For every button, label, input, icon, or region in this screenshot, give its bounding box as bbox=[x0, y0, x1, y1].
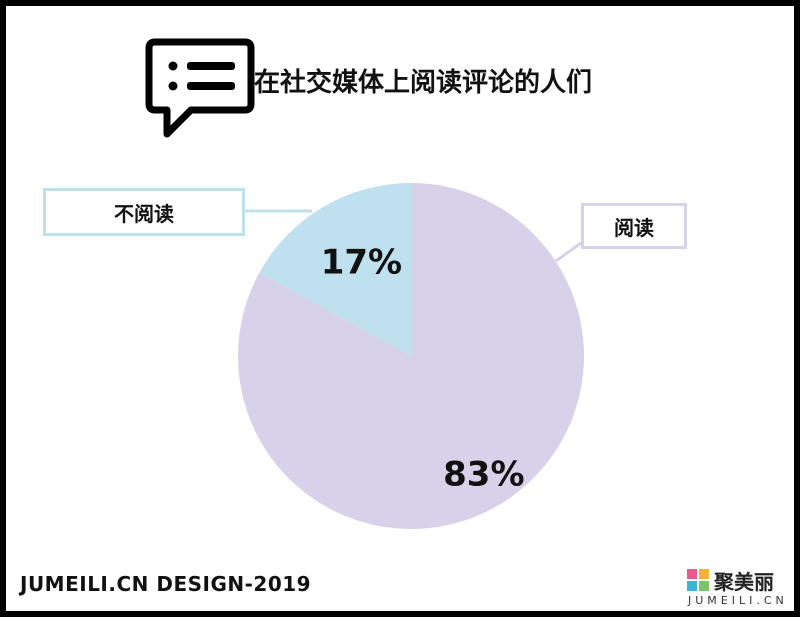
logo-subtitle: JUMEILI.CN bbox=[688, 594, 788, 607]
comment-list-icon bbox=[145, 38, 255, 138]
brand-logo: 聚美丽 JUMEILI.CN bbox=[686, 566, 796, 612]
logo-name: 聚美丽 bbox=[714, 570, 774, 594]
pie-value-label-read: 83% bbox=[443, 454, 524, 494]
pie-value-label-not-read: 17% bbox=[321, 243, 402, 283]
pie-slice-read bbox=[238, 183, 584, 530]
legend-read: 阅读 bbox=[581, 203, 687, 249]
chart-title: 在社交媒体上阅读评论的人们 bbox=[254, 68, 593, 98]
right-label-connector bbox=[555, 241, 582, 263]
pie-slice-not-read bbox=[259, 183, 411, 356]
legend-read-label: 阅读 bbox=[614, 215, 654, 240]
logo-mark-icon bbox=[687, 569, 709, 591]
legend-not-read-label: 不阅读 bbox=[114, 201, 174, 226]
footer-credit: JUMEILI.CN DESIGN-2019 bbox=[20, 572, 312, 596]
legend-not-read: 不阅读 bbox=[43, 188, 245, 236]
pie-chart: 17% 83% bbox=[238, 183, 584, 530]
chart-frame: 在社交媒体上阅读评论的人们 17% 83% 不阅读 阅读 JUMEILI.CN D… bbox=[6, 6, 794, 611]
